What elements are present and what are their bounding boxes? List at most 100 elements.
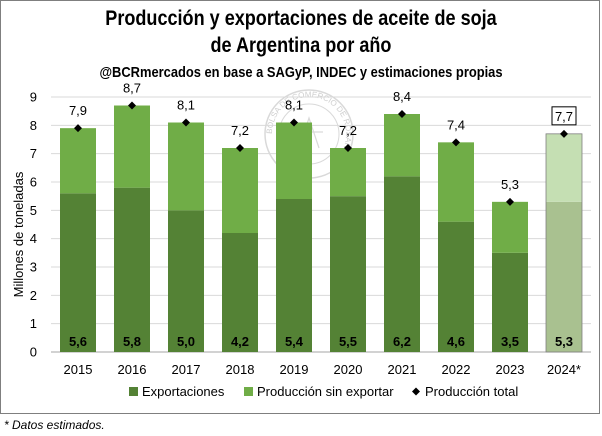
legend: Exportaciones Producción sin exportar Prod… — [129, 384, 518, 399]
bar-exportaciones — [492, 252, 528, 352]
x-tick-label-2018: 2018 — [226, 362, 255, 377]
bar-group-2019: 5,4 8,1 — [276, 98, 312, 352]
marker-produccion-total — [128, 101, 136, 110]
bar-exportaciones — [546, 201, 582, 352]
legend-label: Producción total — [425, 384, 518, 399]
bar-label-exportaciones: 4,2 — [231, 334, 249, 349]
bar-label-exportaciones: 5,5 — [339, 334, 357, 349]
bar-label-exportaciones: 5,4 — [285, 334, 304, 349]
bar-produccion-sin-exportar — [492, 201, 528, 253]
bar-group-2022: 4,6 7,4 — [438, 117, 474, 352]
bar-label-exportaciones: 5,6 — [69, 334, 87, 349]
bar-produccion-sin-exportar — [438, 142, 474, 222]
bar-produccion-sin-exportar — [114, 105, 150, 188]
chart-title-line-2: de Argentina por año — [210, 34, 392, 57]
bar-label-exportaciones: 5,8 — [123, 334, 141, 349]
y-tick-label-1: 1 — [30, 316, 37, 331]
legend-label: Exportaciones — [142, 384, 225, 399]
x-tick-label-2021: 2021 — [388, 362, 417, 377]
bar-produccion-sin-exportar — [546, 133, 582, 202]
bar-exportaciones — [114, 187, 150, 352]
marker-produccion-total — [452, 138, 460, 147]
y-tick-label-5: 5 — [30, 203, 37, 218]
bar-group-2017: 5,0 8,1 — [168, 98, 204, 352]
bar-exportaciones — [276, 199, 312, 352]
label-produccion-total: 5,3 — [501, 177, 519, 192]
label-produccion-total: 7,7 — [555, 109, 573, 124]
label-produccion-total: 7,9 — [69, 103, 87, 118]
bar-produccion-sin-exportar — [276, 122, 312, 199]
label-produccion-total: 8,4 — [393, 89, 411, 104]
bar-group-2015: 5,6 7,9 — [60, 103, 96, 352]
chart-subtitle: @BCRmercados en base a SAGyP, INDEC y es… — [99, 64, 503, 81]
label-produccion-total: 7,2 — [231, 123, 249, 138]
x-tick-label-2023: 2023 — [496, 362, 525, 377]
bar-produccion-sin-exportar — [330, 148, 366, 197]
legend-exportaciones: Exportaciones — [129, 384, 225, 399]
bar-exportaciones — [330, 196, 366, 352]
bar-label-exportaciones: 3,5 — [501, 334, 519, 349]
label-produccion-total: 8,1 — [285, 98, 303, 113]
x-tick-label-2019: 2019 — [280, 362, 309, 377]
chart-frame: Producción y exportaciones de aceite de … — [0, 0, 600, 414]
y-tick-label-9: 9 — [30, 90, 37, 105]
bar-exportaciones — [60, 193, 96, 352]
y-tick-label-0: 0 — [30, 345, 37, 360]
bar-group-2024: 5,3 7,7 — [545, 106, 583, 353]
marker-produccion-total — [344, 144, 352, 152]
y-tick-label-4: 4 — [30, 231, 37, 246]
bar-group-2021: 6,2 8,4 — [384, 89, 420, 352]
bar-label-exportaciones: 6,2 — [393, 334, 411, 349]
bar-produccion-sin-exportar — [168, 122, 204, 211]
y-tick-label-7: 7 — [30, 146, 37, 161]
marker-produccion-total — [182, 118, 190, 127]
marker-produccion-total — [74, 124, 82, 133]
marker-produccion-total — [506, 197, 514, 206]
y-tick-label-6: 6 — [30, 175, 37, 190]
x-tick-label-2017: 2017 — [172, 362, 201, 377]
bar-produccion-sin-exportar — [384, 114, 420, 177]
chart-title-line-1: Producción y exportaciones de aceite de … — [105, 7, 497, 30]
bar-label-exportaciones: 4,6 — [447, 334, 465, 349]
bar-exportaciones — [222, 233, 258, 352]
bar-exportaciones — [438, 221, 474, 352]
marker-produccion-total — [290, 118, 298, 127]
bar-label-exportaciones: 5,0 — [177, 334, 195, 349]
legend-produccion-total: Producción total — [412, 384, 518, 399]
legend-swatch — [129, 387, 138, 396]
y-axis: 0 1 2 3 4 5 6 7 8 9 Millones de toneladas — [11, 90, 37, 360]
bar-label-exportaciones: 5,3 — [555, 334, 573, 349]
bar-exportaciones — [168, 210, 204, 352]
label-box-estimated — [551, 106, 577, 126]
bar-chart: BOLSA DE COMERCIO DE ROSARIO 0123456789M… — [11, 81, 591, 399]
y-tick-label-8: 8 — [30, 118, 37, 133]
bar-group-2016: 5,8 8,7 — [114, 81, 150, 352]
x-tick-label-2024: 2024* — [547, 362, 581, 377]
label-produccion-total: 7,2 — [339, 123, 357, 138]
bar-group-2018: 4,2 7,2 — [222, 123, 258, 352]
bar-exportaciones — [384, 176, 420, 352]
bar-produccion-sin-exportar — [222, 148, 258, 233]
x-tick-label-2015: 2015 — [64, 362, 93, 377]
marker-produccion-total — [398, 110, 406, 118]
bar-produccion-sin-exportar — [60, 128, 96, 194]
legend-swatch — [412, 387, 420, 396]
footnote: * Datos estimados. — [4, 418, 105, 432]
bars: 5,6 7,9 5,8 8,7 5,0 8,1 4,2 7,2 5,4 8,1 5,5 7,2 6,2 8… — [60, 81, 583, 353]
x-axis: 2015 2016 2017 2018 2019 2020 2021 2022 2023 2024… — [64, 362, 581, 377]
bar-group-2020: 5,5 7,2 — [330, 123, 366, 352]
label-produccion-total: 8,1 — [177, 98, 195, 113]
label-produccion-total: 7,4 — [447, 117, 465, 132]
label-produccion-total: 8,7 — [123, 81, 141, 96]
marker-produccion-total — [560, 129, 568, 138]
legend-label: Producción sin exportar — [257, 384, 394, 399]
y-tick-label-2: 2 — [30, 288, 37, 303]
legend-swatch — [244, 387, 253, 396]
y-axis-label: Millones de toneladas — [11, 171, 26, 297]
bar-group-2023: 3,5 5,3 — [492, 177, 528, 352]
x-tick-label-2020: 2020 — [334, 362, 363, 377]
x-tick-label-2022: 2022 — [442, 362, 471, 377]
x-tick-label-2016: 2016 — [118, 362, 147, 377]
y-tick-label-3: 3 — [30, 260, 37, 275]
marker-produccion-total — [236, 144, 244, 152]
